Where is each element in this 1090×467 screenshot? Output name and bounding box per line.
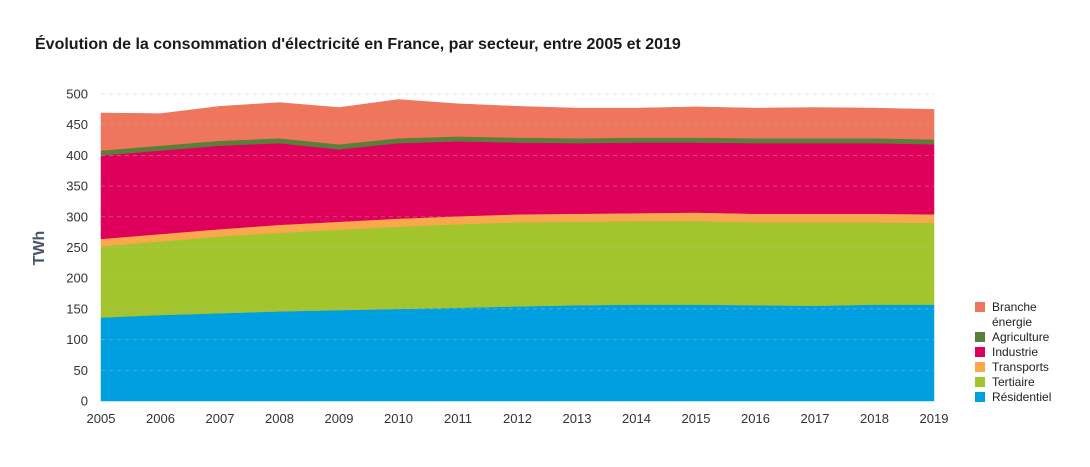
chart-title: Évolution de la consommation d'électrici… [35, 36, 681, 53]
x-tick-label: 2010 [384, 411, 413, 426]
legend-label: Résidentiel [992, 390, 1052, 404]
y-tick-label: 200 [66, 271, 88, 286]
legend-item-transports: Transports [975, 360, 1085, 375]
y-tick-label: 50 [74, 363, 88, 378]
y-tick-label: 250 [66, 240, 88, 255]
x-tick-label: 2007 [206, 411, 235, 426]
x-tick-label: 2018 [860, 411, 889, 426]
x-tick-label: 2006 [146, 411, 175, 426]
y-tick-label: 0 [81, 394, 88, 409]
legend-swatch [975, 347, 985, 357]
x-tick-label: 2011 [444, 411, 472, 426]
legend-label: Agriculture [992, 330, 1050, 344]
legend-item-branche-energie: Branche énergie [975, 300, 1085, 330]
legend-swatch [975, 332, 985, 342]
legend-label: Transports [992, 360, 1049, 374]
legend-item-agriculture: Agriculture [975, 330, 1085, 345]
y-tick-label: 400 [66, 148, 88, 163]
legend-item-tertiaire: Tertiaire [975, 375, 1085, 390]
legend-item-residentiel: Résidentiel [975, 390, 1085, 405]
y-tick-label: 300 [66, 209, 88, 224]
x-tick-label: 2016 [741, 411, 770, 426]
y-tick-label: 450 [66, 117, 88, 132]
x-tick-label: 2015 [682, 411, 711, 426]
legend-label: Industrie [992, 345, 1039, 359]
legend-label: Tertiaire [992, 375, 1035, 389]
x-tick-label: 2019 [920, 411, 949, 426]
legend-swatch [975, 377, 985, 387]
legend: Branche énergie Agriculture Industrie Tr… [975, 300, 1085, 405]
area-residentiel [100, 304, 935, 402]
y-tick-label: 100 [66, 332, 88, 347]
legend-label: Branche énergie [992, 300, 1037, 329]
y-tick-label: 150 [66, 301, 88, 316]
legend-item-industrie: Industrie [975, 345, 1085, 360]
legend-swatch [975, 392, 985, 402]
x-tick-label: 2013 [563, 411, 592, 426]
x-tick-label: 2008 [265, 411, 294, 426]
y-tick-label: 500 [66, 87, 88, 102]
x-tick-label: 2005 [87, 411, 116, 426]
y-axis-title: TWh [31, 231, 48, 266]
x-tick-label: 2012 [503, 411, 532, 426]
y-tick-label: 350 [66, 179, 88, 194]
x-tick-label: 2017 [801, 411, 830, 426]
legend-swatch [975, 362, 985, 372]
x-tick-label: 2009 [325, 411, 354, 426]
legend-swatch [975, 302, 985, 312]
x-tick-label: 2014 [622, 411, 651, 426]
